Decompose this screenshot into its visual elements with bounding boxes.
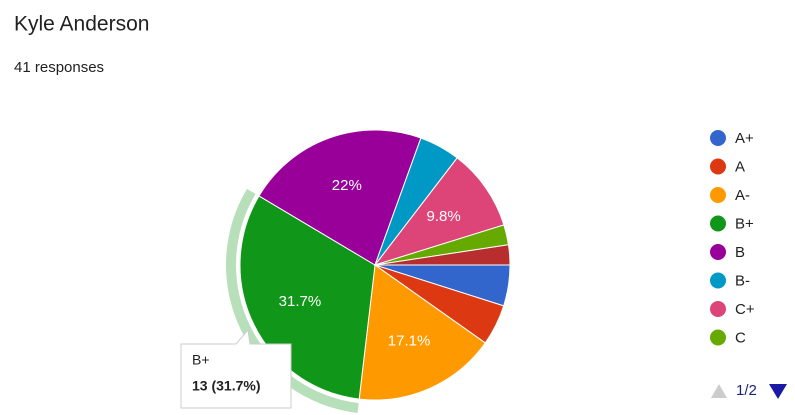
- legend-label: A+: [735, 130, 754, 147]
- slice: [258, 129, 422, 266]
- slice: [374, 244, 511, 266]
- legend-swatch: [710, 158, 726, 175]
- slice: [373, 157, 505, 266]
- legend-swatch: [710, 130, 726, 146]
- page-next[interactable]: [769, 384, 787, 399]
- tooltip-text: 13 (31.7%): [192, 378, 260, 394]
- legend-swatch: [710, 244, 726, 260]
- slice-label: 17.1%: [388, 332, 431, 349]
- legend-swatch: [710, 272, 726, 289]
- legend-label: C+: [735, 301, 755, 318]
- subtitle: 41 responses: [14, 59, 104, 76]
- legend-swatch: [710, 187, 726, 203]
- slice-label: 31.7%: [279, 293, 322, 310]
- legend-label: B-: [735, 272, 750, 289]
- legend-label: A-: [735, 187, 750, 204]
- tooltip-label: B+: [192, 352, 210, 368]
- legend-label: A: [735, 158, 745, 175]
- slice: [358, 264, 486, 401]
- page-prev[interactable]: [711, 384, 727, 398]
- slice-label: 9.8%: [427, 208, 461, 225]
- legend-label: C: [735, 329, 746, 346]
- page-indicator: 1/2: [736, 382, 757, 399]
- legend-swatch: [710, 215, 726, 232]
- legend: A+ A A- B+ B B- C+ C: [710, 130, 755, 346]
- slice-label: 22%: [332, 177, 362, 194]
- legend-swatch: [710, 301, 726, 317]
- legend-label: B+: [735, 215, 754, 232]
- title: Kyle Anderson: [14, 13, 149, 36]
- legend-label: B: [735, 244, 745, 261]
- tooltip: B+ 13 (31.7%): [180, 328, 292, 409]
- tooltip-box: [180, 328, 292, 409]
- legend-swatch: [710, 329, 726, 346]
